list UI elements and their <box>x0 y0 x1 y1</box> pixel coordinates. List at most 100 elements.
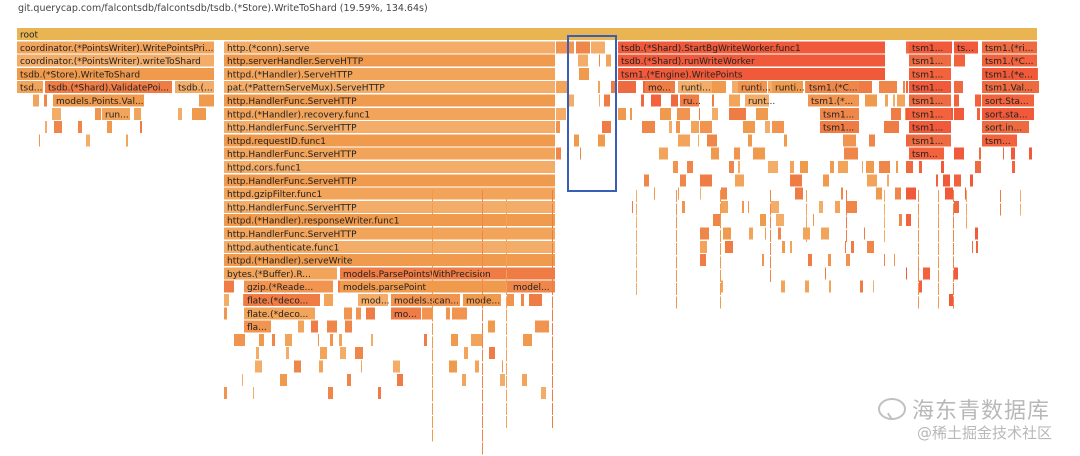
frame-detail[interactable] <box>397 373 403 386</box>
frame-detail[interactable] <box>765 227 766 240</box>
frame-bar[interactable] <box>771 200 779 213</box>
frame-bar[interactable] <box>286 347 289 360</box>
frame-bar[interactable] <box>982 107 1034 120</box>
frame-bar[interactable] <box>735 174 744 187</box>
frame-bar[interactable] <box>742 200 744 213</box>
frame-detail[interactable] <box>641 94 644 107</box>
frame[interactable]: tsdb.(*Shard).StartBgWriteWorker.func1 <box>618 41 885 54</box>
frame-tail[interactable] <box>482 269 483 282</box>
frame[interactable]: http.HandlerFunc.ServeHTTP <box>224 121 555 134</box>
frame-tail[interactable] <box>953 229 954 242</box>
frame-bar[interactable] <box>591 41 605 54</box>
frame-bar[interactable] <box>918 243 919 256</box>
frame-bar[interactable] <box>699 107 700 120</box>
frame[interactable]: tsm1... <box>909 134 951 147</box>
frame-bar[interactable] <box>556 41 574 54</box>
frame-bar[interactable] <box>943 174 950 187</box>
frame-tail[interactable] <box>552 336 553 349</box>
frame-bar[interactable] <box>936 174 938 187</box>
frame-detail[interactable] <box>712 107 718 120</box>
frame-detail[interactable] <box>298 320 304 333</box>
frame-bar[interactable] <box>244 280 333 293</box>
frame-bar[interactable] <box>521 294 524 306</box>
frame-tail[interactable] <box>953 283 954 296</box>
frame-bar[interactable] <box>54 121 62 134</box>
frame-bar[interactable] <box>843 134 856 147</box>
frame-bar[interactable] <box>356 307 361 320</box>
frame[interactable]: httpd.(*Handler).ServeHTTP <box>224 67 555 81</box>
frame-tail[interactable] <box>432 269 433 282</box>
frame-bar[interactable] <box>720 243 721 256</box>
frame-tail[interactable] <box>884 229 885 242</box>
frame-tail[interactable] <box>506 349 507 362</box>
frame-bar[interactable] <box>224 147 555 160</box>
frame-bar[interactable] <box>636 216 637 229</box>
frame-tail[interactable] <box>506 309 507 322</box>
frame-tail[interactable] <box>432 416 433 429</box>
frame-detail[interactable] <box>651 94 661 107</box>
frame-detail[interactable] <box>949 294 953 306</box>
frame-bar[interactable] <box>909 81 951 94</box>
frame[interactable]: tsd... <box>17 81 43 94</box>
frame-bar[interactable] <box>867 240 874 253</box>
frame-bar[interactable] <box>710 81 726 94</box>
frame-detail[interactable] <box>893 94 895 107</box>
frame[interactable]: httpd.authenticate.func1 <box>224 240 555 254</box>
frame-bar[interactable] <box>725 240 733 253</box>
frame-bar[interactable] <box>432 296 433 309</box>
frame-tail[interactable] <box>482 442 483 455</box>
frame-bar[interactable] <box>482 309 483 322</box>
frame-detail[interactable] <box>800 161 808 173</box>
frame-detail[interactable] <box>862 161 863 173</box>
frame-bar[interactable] <box>676 269 677 282</box>
frame-tail[interactable] <box>482 296 483 309</box>
frame-detail[interactable] <box>936 174 938 187</box>
frame-tail[interactable] <box>482 349 483 362</box>
frame-tail[interactable] <box>953 190 954 202</box>
frame-detail[interactable] <box>821 227 829 240</box>
frame-bar[interactable] <box>846 190 847 202</box>
frame-detail[interactable] <box>835 200 840 213</box>
frame-detail[interactable] <box>857 81 872 94</box>
frame-bar[interactable] <box>632 200 633 213</box>
frame-bar[interactable] <box>199 94 214 107</box>
frame[interactable]: ts... <box>954 41 978 54</box>
frame-bar[interactable] <box>242 373 243 386</box>
frame-detail[interactable] <box>599 94 600 107</box>
frame-tail[interactable] <box>552 402 553 415</box>
frame-bar[interactable] <box>641 94 644 107</box>
frame-detail[interactable] <box>860 280 863 293</box>
frame-detail[interactable] <box>347 373 351 386</box>
frame-bar[interactable] <box>965 187 966 200</box>
frame-bar[interactable] <box>700 254 706 267</box>
frame-bar[interactable] <box>482 376 483 389</box>
frame-detail[interactable] <box>678 187 679 200</box>
frame-bar[interactable] <box>745 94 769 107</box>
frame-bar[interactable] <box>700 227 709 240</box>
frame-bar[interactable] <box>506 349 507 362</box>
frame-detail[interactable] <box>471 333 483 346</box>
frame-tail[interactable] <box>552 296 553 309</box>
frame-bar[interactable] <box>451 333 458 346</box>
frame-detail[interactable] <box>253 387 254 400</box>
frame-detail[interactable] <box>784 134 787 147</box>
frame-bar[interactable] <box>234 333 245 346</box>
frame-bar[interactable] <box>556 107 566 120</box>
frame-bar[interactable] <box>953 296 954 309</box>
frame-detail[interactable] <box>1003 147 1004 160</box>
frame-bar[interactable] <box>806 216 807 229</box>
frame-bar[interactable] <box>654 187 655 200</box>
frame-bar[interactable] <box>475 360 479 373</box>
frame[interactable]: pat.(*PatternServeMux).ServeHTTP <box>224 81 555 94</box>
frame-detail[interactable] <box>743 121 755 134</box>
frame-bar[interactable] <box>506 216 507 229</box>
frame-bar[interactable] <box>552 376 553 389</box>
frame-bar[interactable] <box>790 240 792 253</box>
frame-bar[interactable] <box>391 307 421 320</box>
frame-detail[interactable] <box>894 254 895 267</box>
frame-bar[interactable] <box>344 307 352 320</box>
frame-bar[interactable] <box>748 134 752 147</box>
frame-detail[interactable] <box>192 107 206 120</box>
frame-detail[interactable] <box>576 41 590 54</box>
